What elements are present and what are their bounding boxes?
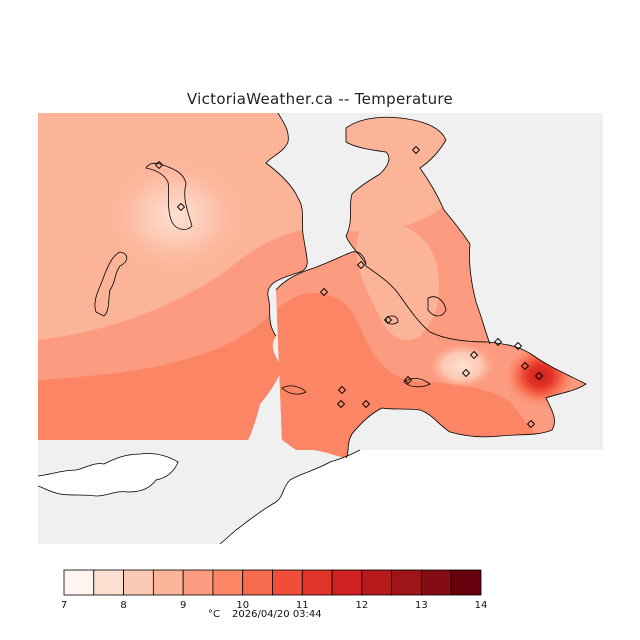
station-marker xyxy=(176,202,186,212)
station-marker xyxy=(461,368,471,378)
legend-color-box xyxy=(450,569,482,596)
legend-tick-label: 8 xyxy=(120,600,126,611)
station-marker xyxy=(337,385,347,395)
legend-color-box xyxy=(93,569,124,596)
station-marker xyxy=(403,375,413,385)
station-marker xyxy=(526,419,536,429)
legend-color-box xyxy=(331,569,363,596)
map-title: VictoriaWeather.ca -- Temperature xyxy=(186,90,454,108)
legend-tick-label: 11 xyxy=(296,600,309,611)
legend-color-box xyxy=(63,569,95,596)
legend-tick-label: 12 xyxy=(355,600,368,611)
legend-color-box xyxy=(272,569,303,596)
station-marker xyxy=(319,287,329,297)
legend-color-box xyxy=(391,569,422,596)
legend-color-box xyxy=(212,569,244,596)
legend-tick-label: 9 xyxy=(180,600,186,611)
legend-tick-label: 7 xyxy=(61,600,67,611)
station-markers xyxy=(154,145,544,429)
station-marker xyxy=(534,371,544,381)
legend-color-box xyxy=(182,569,214,596)
station-marker xyxy=(361,399,371,409)
legend-unit: °C xyxy=(208,609,220,620)
legend-color-box xyxy=(152,569,184,596)
station-marker xyxy=(154,160,164,170)
station-marker xyxy=(336,399,346,409)
legend-color-box xyxy=(242,569,273,596)
station-marker xyxy=(411,145,421,155)
station-marker xyxy=(469,350,479,360)
legend-color-box xyxy=(301,569,333,596)
station-marker xyxy=(383,315,393,325)
legend-tick-label: 13 xyxy=(415,600,428,611)
southern-coast-land xyxy=(38,450,603,544)
station-marker xyxy=(513,341,523,351)
legend-tick-label: 14 xyxy=(475,600,488,611)
legend-color-box xyxy=(361,569,393,596)
coastlines xyxy=(38,113,587,544)
legend-tick-label: 10 xyxy=(236,600,249,611)
station-marker xyxy=(493,337,503,347)
legend-color-box xyxy=(421,569,452,596)
station-marker xyxy=(356,260,366,270)
station-marker xyxy=(520,361,530,371)
legend-timestamp: 2026/04/20 03:44 xyxy=(232,609,322,620)
legend-color-box xyxy=(123,569,154,596)
